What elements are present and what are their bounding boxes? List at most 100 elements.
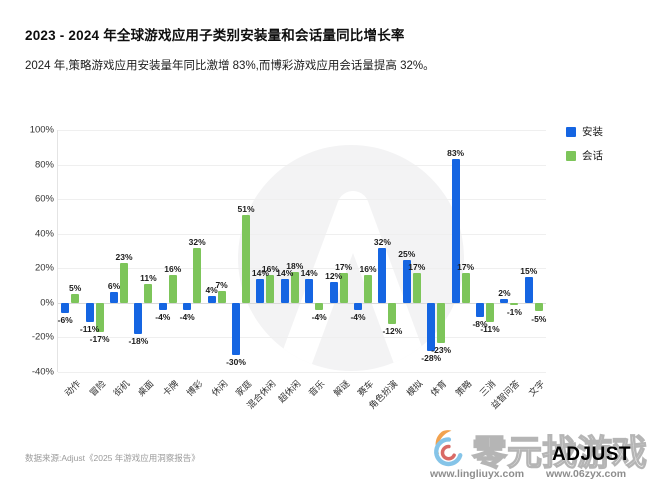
value-label: 17% [457, 262, 475, 273]
y-tick-label: 0% [40, 297, 54, 309]
installs-bar [427, 302, 436, 352]
value-label: 16% [359, 264, 377, 275]
value-label: -1% [506, 306, 522, 317]
value-label: 12% [325, 271, 343, 282]
value-label: -4% [179, 311, 195, 322]
adjust-logo: ADJUST [552, 444, 632, 465]
value-label: 16% [261, 264, 279, 275]
installs-bar [256, 278, 265, 303]
value-label: 14% [251, 267, 269, 278]
value-label: 51% [237, 203, 255, 214]
value-label: 2% [498, 288, 511, 299]
sessions-bar [412, 273, 421, 303]
y-tick-label: 20% [34, 262, 54, 274]
value-label: -4% [155, 311, 171, 322]
value-label: -18% [128, 335, 149, 346]
legend-item-installs: 安装 [566, 124, 603, 139]
value-label: -23% [431, 344, 452, 355]
y-axis: 100% 80% 60% 40% 20% 0% -20% -40% [16, 125, 54, 378]
value-label: -4% [350, 311, 366, 322]
installs-bar [329, 282, 338, 303]
value-label: -4% [311, 311, 327, 322]
legend-label-sessions: 会话 [582, 150, 603, 162]
x-axis-label: 卡牌 [160, 378, 181, 399]
installs-bar [207, 295, 216, 303]
legend-label-installs: 安装 [582, 126, 603, 138]
installs-bar [61, 302, 70, 314]
x-axis-label: 博彩 [184, 378, 205, 399]
sessions-bar [95, 302, 104, 333]
value-label: -8% [472, 318, 488, 329]
sessions-bar [71, 294, 80, 303]
y-axis-line [57, 130, 58, 372]
value-label: -30% [226, 356, 246, 367]
x-axis-label: 音乐 [306, 378, 327, 399]
value-label: 5% [69, 283, 82, 294]
value-label: 18% [286, 260, 304, 271]
chart-legend: 安装 会话 [566, 124, 603, 172]
x-axis-label: 休闲 [209, 378, 230, 399]
sessions-bar [290, 271, 299, 303]
x-axis-label: 动作 [62, 378, 83, 399]
y-tick-label: 40% [34, 228, 54, 240]
gridline [58, 337, 546, 339]
x-axis-label: 体育 [428, 378, 449, 399]
installs-bar [110, 292, 118, 303]
site-url-left: www.lingliuyx.com [430, 468, 525, 480]
installs-bar [280, 278, 289, 303]
value-label: 15% [520, 265, 538, 276]
x-axis-label: 桌面 [136, 378, 156, 399]
installs-bar [183, 302, 192, 310]
value-label: 7% [215, 279, 228, 290]
value-label: 17% [408, 262, 426, 273]
gridline [58, 233, 546, 235]
installs-bar [378, 247, 387, 303]
site-watermark: 零元找游戏 ADJUST www.lingliuyx.com www.06zyx… [424, 427, 648, 485]
x-axis-label: 冒险 [87, 378, 108, 399]
value-label: 25% [398, 248, 416, 259]
value-label: 23% [115, 252, 133, 263]
sessions-bar [364, 275, 372, 303]
baseline-gridline [58, 302, 546, 304]
sessions-bar [510, 302, 519, 305]
gridline [58, 372, 546, 373]
installs-bar [500, 299, 509, 303]
installs-bar [232, 302, 240, 355]
x-axis-label: 模拟 [404, 378, 425, 399]
sessions-bar [315, 302, 324, 310]
value-label: -28% [421, 353, 442, 364]
sessions-bar [120, 263, 128, 303]
installs-bar [305, 278, 314, 303]
x-axis-label: 街机 [111, 378, 132, 399]
legend-item-sessions: 会话 [566, 148, 603, 163]
sessions-bar [168, 275, 177, 303]
value-label: -11% [480, 323, 500, 334]
gridline [58, 130, 546, 131]
value-label: -6% [57, 315, 73, 326]
sessions-bar [266, 275, 275, 303]
page-title: 2023 - 2024 年全球游戏应用子类别安装量和会话量同比增长率 [25, 28, 405, 43]
installs-bar [354, 302, 362, 310]
installs-bar [85, 302, 94, 322]
value-label: -11% [79, 323, 100, 334]
value-label: 6% [107, 281, 121, 292]
sessions-bar [144, 283, 153, 303]
sessions-bar [437, 302, 446, 343]
sessions-swatch [566, 150, 576, 161]
sessions-bar [486, 302, 494, 322]
y-tick-label: 100% [29, 124, 54, 136]
x-axis-label: 超休闲 [276, 378, 303, 405]
x-axis-label: 策略 [453, 378, 474, 399]
value-label: 83% [447, 148, 465, 159]
sessions-bar [217, 290, 226, 303]
y-tick-label: -20% [31, 331, 54, 343]
gridline [58, 164, 546, 166]
data-source: 数据来源:Adjust《2025 年游戏应用洞察报告》 [25, 453, 200, 463]
x-axis-label: 解谜 [331, 378, 352, 399]
value-label: 17% [335, 262, 353, 273]
value-label: -12% [382, 325, 403, 336]
y-tick-label: 60% [34, 193, 54, 205]
site-logo-icon [434, 430, 463, 467]
y-tick-label: -40% [31, 366, 54, 378]
